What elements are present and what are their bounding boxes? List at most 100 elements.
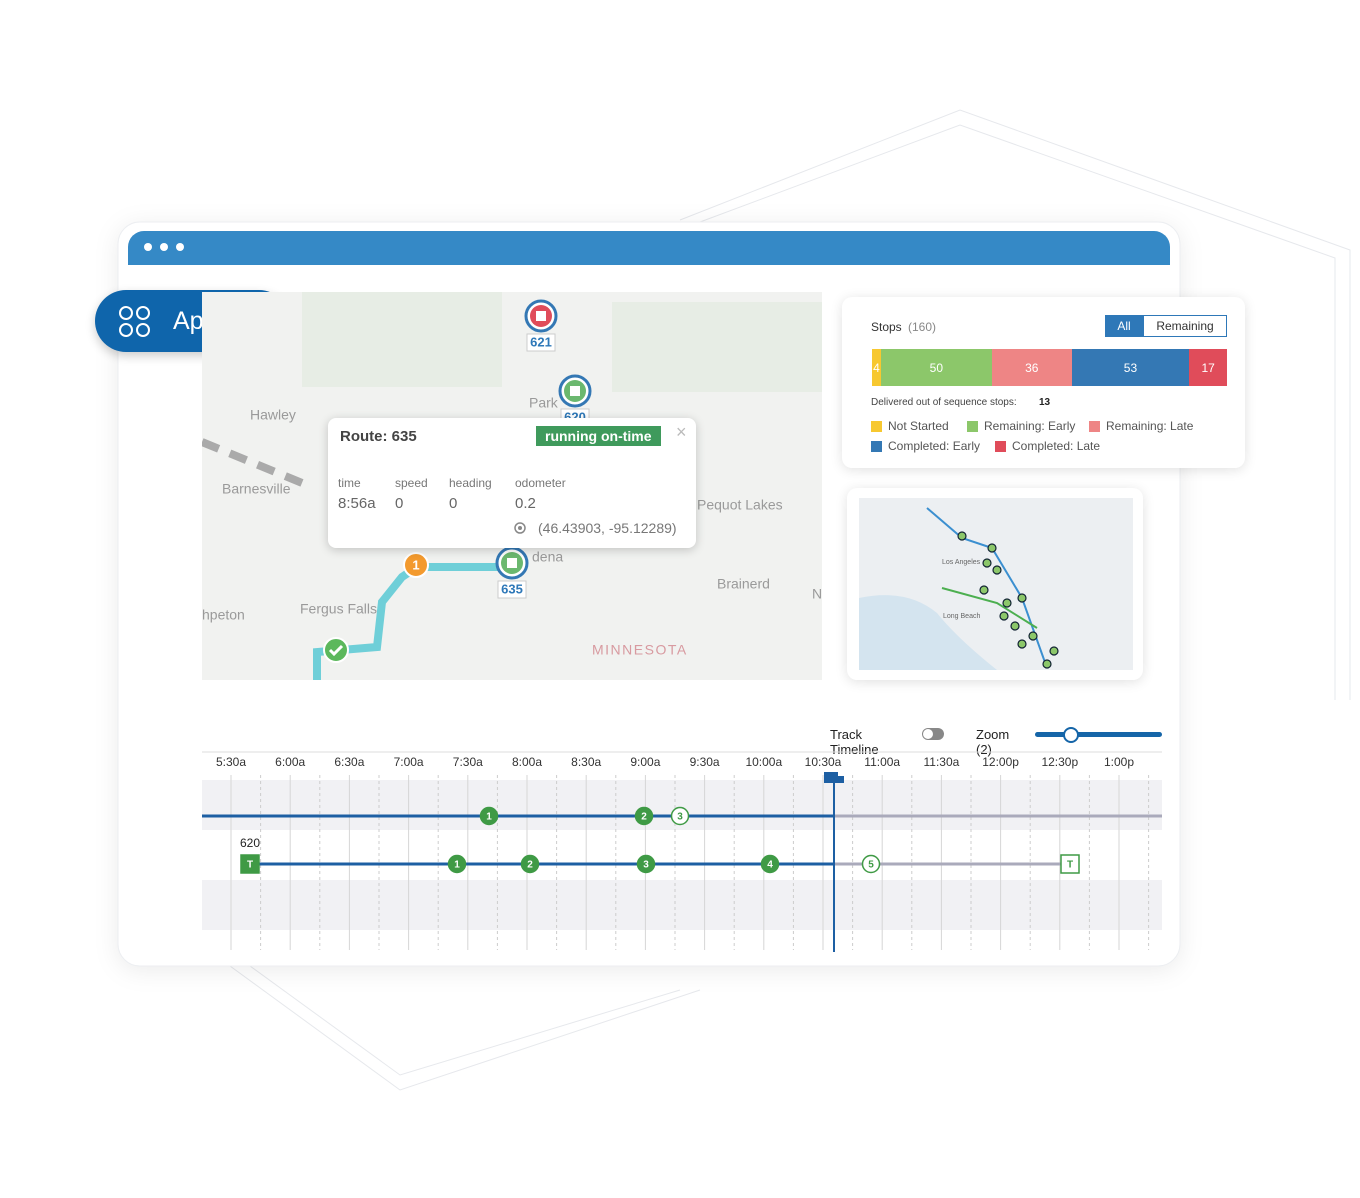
minimap-place: Los Angeles	[942, 559, 981, 566]
truck-icon	[824, 772, 838, 783]
minimap-place: Long Beach	[943, 613, 980, 620]
stop-label: 1	[486, 812, 492, 823]
segment-label: 4	[873, 360, 880, 375]
stop-label: 5	[868, 860, 874, 871]
segment-label: 17	[1201, 360, 1215, 375]
legend-swatch	[995, 441, 1006, 452]
stop-marker	[670, 806, 690, 826]
locate-icon	[514, 522, 526, 534]
minimap: Los Angeles Long Beach	[847, 488, 1143, 680]
time-label: 11:00a	[864, 755, 900, 769]
place-label: N	[812, 586, 822, 602]
legend-label: Remaining: Early	[984, 419, 1076, 433]
place-label: dena	[532, 549, 563, 565]
dot	[144, 243, 152, 251]
terminal-marker	[240, 854, 260, 874]
field-label: speed	[395, 476, 428, 490]
vehicle-icon	[570, 386, 580, 396]
filter-button[interactable]: All	[1105, 315, 1143, 337]
field-value: 0.2	[515, 495, 536, 512]
time-label: 12:30p	[1041, 755, 1078, 769]
minimap-stop	[1002, 598, 1012, 608]
place-label: hpeton	[202, 607, 245, 623]
stop-label: T	[247, 860, 253, 871]
minimap-stop	[1042, 659, 1052, 669]
legend-label: Remaining: Late	[1106, 419, 1194, 433]
bar-segment: 17	[1189, 349, 1227, 386]
time-label: 9:00a	[630, 755, 660, 769]
stop-marker	[760, 854, 780, 874]
legend-swatch	[871, 441, 882, 452]
stop-label: 4	[767, 860, 773, 871]
place-label: Brainerd	[717, 576, 770, 592]
place-label: MINNESOTA	[592, 642, 688, 658]
minimap-stop	[1049, 646, 1059, 656]
minimap-stop	[957, 531, 967, 541]
stop-marker	[479, 806, 499, 826]
time-label: 7:00a	[394, 755, 424, 769]
place-label: Fergus Falls	[300, 601, 377, 617]
minimap-stop	[999, 611, 1009, 621]
minimap-stop	[992, 565, 1002, 575]
land	[612, 302, 822, 392]
place-label: Pequot Lakes	[697, 497, 783, 513]
stops-title: Stops	[871, 320, 902, 334]
time-label: 7:30a	[453, 755, 483, 769]
stop-marker	[861, 854, 881, 874]
window-bar	[128, 231, 1170, 265]
stop-badge-label: 1	[412, 557, 419, 572]
note-value: 13	[1039, 397, 1051, 408]
time-label: 8:00a	[512, 755, 542, 769]
stops-count: (160)	[908, 320, 937, 334]
field-value: 0	[449, 495, 458, 512]
legend-label: Completed: Early	[888, 439, 981, 453]
toggle[interactable]	[922, 728, 944, 740]
minimap-stop	[1017, 639, 1027, 649]
legend-label: Not Started	[888, 419, 949, 433]
popup-title: Route: 635	[340, 428, 417, 445]
row-band	[202, 880, 1162, 930]
dot	[176, 243, 184, 251]
minimap-stop	[1017, 593, 1027, 603]
place-label: Hawley	[250, 407, 296, 423]
stop-marker	[634, 806, 654, 826]
close[interactable]: ×	[676, 422, 687, 442]
stop-label: T	[1067, 860, 1073, 871]
segment-label: 36	[1025, 360, 1039, 375]
minimap-stop	[982, 558, 992, 568]
vehicle-label: 635	[501, 581, 523, 596]
bar-segment: 36	[991, 349, 1072, 386]
minimap-stop	[1010, 621, 1020, 631]
stop-marker	[520, 854, 540, 874]
minimap-sea	[859, 595, 997, 670]
coordinates: (46.43903, -95.12289)	[538, 520, 677, 536]
bar-segment: 50	[880, 349, 992, 386]
minimap-stop	[1028, 631, 1038, 641]
stop-marker	[447, 854, 467, 874]
dot	[160, 243, 168, 251]
stop-label: 3	[677, 812, 683, 823]
time-label: 6:00a	[275, 755, 305, 769]
filter-button[interactable]: Remaining	[1143, 315, 1227, 337]
truck-cab	[838, 776, 844, 783]
minimap-route	[941, 587, 1038, 629]
segment-label: 50	[929, 360, 944, 375]
stop-marker	[636, 854, 656, 874]
field-label: heading	[449, 476, 492, 490]
field-value: 8:56a	[338, 495, 376, 512]
segment-label: 53	[1123, 360, 1138, 375]
zoom-slider[interactable]	[1035, 727, 1162, 743]
legend-label: Completed: Late	[1012, 439, 1101, 453]
track-label: Track Timeline	[830, 727, 879, 757]
legend-swatch	[1089, 421, 1100, 432]
time-label: 6:30a	[334, 755, 364, 769]
place-label: Barnesville	[222, 481, 291, 497]
time-label: 10:30a	[805, 755, 842, 769]
bar-segment: 4	[872, 349, 881, 386]
stacked-bar: 4 50 36 53 17	[872, 349, 1227, 386]
check	[328, 644, 344, 657]
popup: Route: 635 running on-time × time 8:56a sp…	[328, 418, 696, 548]
brand-icon	[119, 306, 150, 337]
